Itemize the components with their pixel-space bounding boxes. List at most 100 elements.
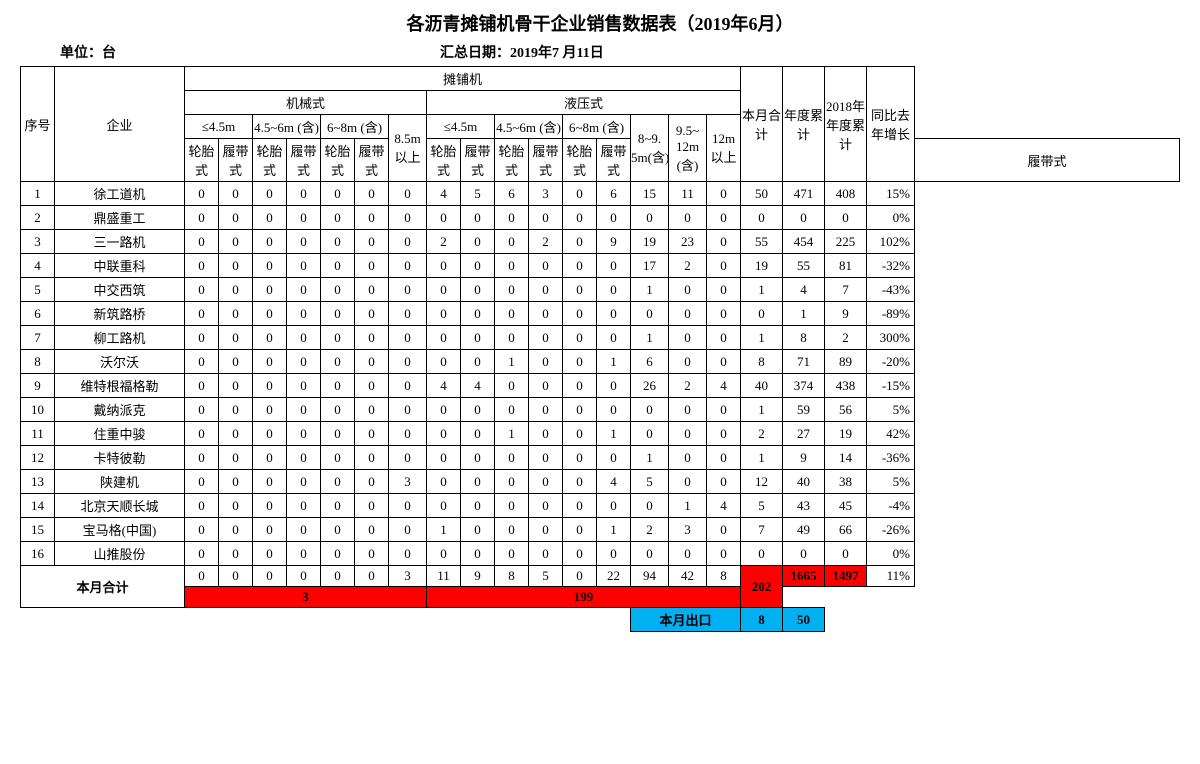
table-cell: 0 bbox=[597, 446, 631, 470]
table-cell: 0 bbox=[461, 470, 495, 494]
table-cell: 10 bbox=[21, 398, 55, 422]
table-cell: 1 bbox=[597, 422, 631, 446]
table-cell: 6 bbox=[597, 182, 631, 206]
table-cell: 0 bbox=[355, 422, 389, 446]
table-cell: 0 bbox=[185, 422, 219, 446]
table-cell: 0 bbox=[495, 446, 529, 470]
table-cell: 102% bbox=[867, 230, 915, 254]
hdr-wheel: 轮胎式 bbox=[563, 139, 597, 182]
table-cell: 1 bbox=[495, 350, 529, 374]
table-cell: 2 bbox=[21, 206, 55, 230]
table-cell: 0 bbox=[669, 350, 707, 374]
table-cell: 0 bbox=[563, 518, 597, 542]
table-cell: 柳工路机 bbox=[55, 326, 185, 350]
table-cell: 0 bbox=[287, 470, 321, 494]
table-cell: 0 bbox=[253, 302, 287, 326]
table-cell: 0 bbox=[321, 182, 355, 206]
table-totals: 本月合计 0 0 0 0 0 0 3 11 9 8 5 0 22 94 42 8… bbox=[21, 566, 1180, 632]
table-cell: 2 bbox=[741, 422, 783, 446]
table-cell: 0 bbox=[741, 302, 783, 326]
table-cell: 0 bbox=[389, 446, 427, 470]
table-cell: 0 bbox=[253, 326, 287, 350]
table-cell: 0 bbox=[529, 302, 563, 326]
table-row: 6新筑路桥0000000000000000019-89% bbox=[21, 302, 1180, 326]
table-cell: 0 bbox=[461, 542, 495, 566]
hdr-h-ge12: 12m 以上 bbox=[707, 115, 741, 182]
table-cell: 1 bbox=[783, 302, 825, 326]
data-table: 序号 企业 摊铺机 本月合计 年度累计 2018年年度累计 同比去年增长 机械式… bbox=[20, 66, 1180, 632]
table-cell: 5 bbox=[631, 470, 669, 494]
table-cell: 0 bbox=[185, 374, 219, 398]
table-cell: 0 bbox=[185, 542, 219, 566]
table-cell: 0 bbox=[355, 542, 389, 566]
total-col: 0 bbox=[253, 566, 287, 587]
table-cell: 81 bbox=[825, 254, 867, 278]
total-col: 9 bbox=[461, 566, 495, 587]
table-cell: 0 bbox=[389, 182, 427, 206]
table-cell: 1 bbox=[495, 422, 529, 446]
table-cell: 0 bbox=[563, 182, 597, 206]
table-cell: 0 bbox=[495, 470, 529, 494]
table-cell: 6 bbox=[21, 302, 55, 326]
table-cell: 1 bbox=[741, 278, 783, 302]
table-cell: 0 bbox=[321, 470, 355, 494]
table-cell: 0 bbox=[389, 206, 427, 230]
table-cell: 15 bbox=[631, 182, 669, 206]
table-cell: 15% bbox=[867, 182, 915, 206]
table-cell: 0 bbox=[287, 326, 321, 350]
table-cell: 0 bbox=[783, 206, 825, 230]
table-cell: 0 bbox=[253, 398, 287, 422]
table-row: 2鼎盛重工00000000000000000000% bbox=[21, 206, 1180, 230]
table-cell: 0 bbox=[461, 518, 495, 542]
table-cell: 2 bbox=[669, 374, 707, 398]
export-year: 50 bbox=[783, 608, 825, 632]
table-cell: 0 bbox=[389, 230, 427, 254]
table-cell: 住重中骏 bbox=[55, 422, 185, 446]
total-col: 0 bbox=[355, 566, 389, 587]
hdr-wheel: 轮胎式 bbox=[253, 139, 287, 182]
table-cell: 0 bbox=[389, 422, 427, 446]
table-cell: 0 bbox=[529, 350, 563, 374]
table-cell: 0 bbox=[185, 278, 219, 302]
table-cell: 0 bbox=[707, 470, 741, 494]
table-cell: 0 bbox=[321, 374, 355, 398]
table-cell: 0 bbox=[355, 446, 389, 470]
table-cell: -4% bbox=[867, 494, 915, 518]
table-cell: 0 bbox=[427, 254, 461, 278]
table-cell: 0 bbox=[529, 542, 563, 566]
table-cell: 19 bbox=[741, 254, 783, 278]
table-row: 12卡特彼勒00000000000001001914-36% bbox=[21, 446, 1180, 470]
table-cell: 15 bbox=[21, 518, 55, 542]
table-cell: 2 bbox=[669, 254, 707, 278]
total-col: 0 bbox=[185, 566, 219, 587]
table-cell: 1 bbox=[631, 278, 669, 302]
table-cell: 0 bbox=[563, 398, 597, 422]
table-cell: 2 bbox=[825, 326, 867, 350]
table-cell: 0 bbox=[219, 230, 253, 254]
table-cell: 0 bbox=[185, 494, 219, 518]
table-cell: 0 bbox=[389, 302, 427, 326]
table-cell: 0 bbox=[287, 542, 321, 566]
table-cell: 0 bbox=[321, 398, 355, 422]
table-cell: 0 bbox=[185, 230, 219, 254]
table-cell: 0 bbox=[321, 422, 355, 446]
table-cell: 徐工道机 bbox=[55, 182, 185, 206]
table-cell: 0 bbox=[461, 278, 495, 302]
table-cell: 471 bbox=[783, 182, 825, 206]
table-cell: 0 bbox=[461, 326, 495, 350]
table-cell: 0 bbox=[185, 398, 219, 422]
table-cell: 0 bbox=[253, 230, 287, 254]
table-cell: 0 bbox=[783, 542, 825, 566]
table-cell: 0 bbox=[563, 230, 597, 254]
table-cell: 14 bbox=[825, 446, 867, 470]
table-cell: 26 bbox=[631, 374, 669, 398]
table-cell: 0 bbox=[597, 398, 631, 422]
table-cell: 0 bbox=[389, 398, 427, 422]
table-cell: 0 bbox=[495, 302, 529, 326]
table-cell: 0 bbox=[185, 470, 219, 494]
table-cell: 0 bbox=[707, 230, 741, 254]
table-cell: 3 bbox=[669, 518, 707, 542]
table-cell: 0 bbox=[707, 518, 741, 542]
table-cell: 0 bbox=[563, 374, 597, 398]
table-cell: -36% bbox=[867, 446, 915, 470]
